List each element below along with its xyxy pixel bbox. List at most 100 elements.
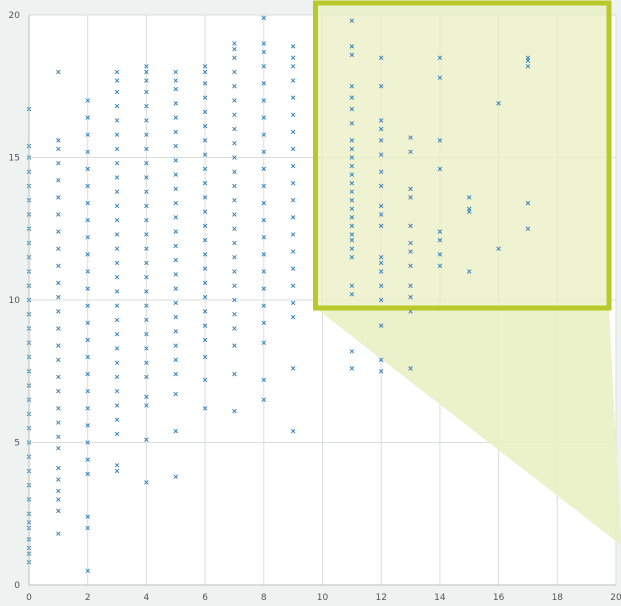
data-point xyxy=(232,255,237,260)
data-point xyxy=(408,294,413,300)
data-point xyxy=(56,465,61,471)
data-point xyxy=(144,132,149,137)
data-point xyxy=(56,195,61,200)
data-point xyxy=(261,15,267,21)
data-point xyxy=(349,146,355,152)
data-point xyxy=(144,175,149,180)
data-point xyxy=(349,292,355,297)
x-tick-label: 16 xyxy=(493,593,505,603)
data-point xyxy=(144,317,149,323)
data-point xyxy=(173,158,178,163)
data-point xyxy=(232,297,237,303)
data-point xyxy=(114,69,120,75)
data-point xyxy=(144,437,149,442)
data-point xyxy=(378,212,384,217)
data-point xyxy=(202,406,208,411)
data-point xyxy=(56,477,61,482)
data-point xyxy=(261,115,267,120)
data-point xyxy=(232,84,237,89)
data-point xyxy=(85,337,90,343)
data-point xyxy=(408,249,413,254)
data-point xyxy=(56,508,61,514)
data-point xyxy=(378,323,384,328)
data-point xyxy=(85,166,90,172)
data-point xyxy=(85,98,90,103)
data-point xyxy=(85,252,90,257)
data-point xyxy=(144,260,149,266)
data-point xyxy=(173,257,178,263)
data-point xyxy=(85,303,90,308)
data-point xyxy=(437,138,443,143)
data-point xyxy=(261,183,267,189)
data-point xyxy=(173,172,178,177)
data-point xyxy=(144,118,149,123)
data-point xyxy=(202,166,208,172)
data-point xyxy=(349,283,355,288)
data-point xyxy=(232,98,237,103)
data-point xyxy=(144,64,149,69)
data-point xyxy=(114,374,120,380)
data-point xyxy=(85,320,90,326)
data-point xyxy=(290,283,296,288)
data-point xyxy=(173,314,178,320)
data-point xyxy=(232,169,237,174)
data-point xyxy=(232,112,237,117)
data-point xyxy=(378,269,384,274)
data-point xyxy=(85,183,90,189)
data-point xyxy=(408,195,413,200)
data-point xyxy=(202,195,208,200)
data-point xyxy=(349,366,355,371)
y-axis-tick-labels: 0 5 10 15 20 xyxy=(9,11,21,591)
data-point xyxy=(378,55,384,60)
data-point xyxy=(525,55,531,60)
data-point xyxy=(232,46,237,52)
data-point xyxy=(56,434,61,440)
data-point xyxy=(261,81,267,86)
data-point xyxy=(349,246,355,251)
data-points xyxy=(26,15,531,573)
data-point xyxy=(232,155,237,160)
data-point xyxy=(408,223,413,229)
x-tick-label: 0 xyxy=(26,593,32,603)
data-point xyxy=(56,229,61,234)
data-point xyxy=(232,183,237,189)
data-point xyxy=(114,175,120,180)
data-point xyxy=(173,101,178,106)
data-point xyxy=(261,303,267,308)
data-point xyxy=(378,260,384,266)
x-axis-tick-labels: 0 2 4 6 8 10 12 14 16 18 20 xyxy=(26,593,621,603)
x-tick-label: 14 xyxy=(434,593,446,603)
data-point xyxy=(56,160,61,166)
data-point xyxy=(349,138,355,143)
data-point xyxy=(378,84,384,89)
data-point xyxy=(173,371,178,377)
highlight-wedge xyxy=(315,308,621,545)
data-point xyxy=(232,226,237,231)
data-point xyxy=(202,323,208,328)
data-point xyxy=(173,286,178,291)
data-point xyxy=(173,143,178,149)
data-point xyxy=(437,166,443,172)
data-point xyxy=(173,186,178,192)
data-point xyxy=(290,198,296,203)
data-point xyxy=(202,252,208,257)
data-point xyxy=(144,217,149,223)
data-point xyxy=(232,326,237,331)
data-point xyxy=(173,357,178,363)
data-point xyxy=(349,84,355,89)
data-point xyxy=(85,200,90,206)
data-point xyxy=(261,132,267,137)
data-point xyxy=(349,232,355,237)
data-point xyxy=(144,78,149,83)
data-point xyxy=(114,274,120,280)
data-point xyxy=(85,115,90,120)
data-point xyxy=(114,463,120,468)
data-point xyxy=(56,280,61,286)
data-point xyxy=(202,237,208,243)
data-point xyxy=(56,531,61,536)
data-point xyxy=(349,189,355,194)
data-point xyxy=(349,223,355,229)
data-point xyxy=(378,152,384,157)
data-point xyxy=(144,360,149,365)
data-point xyxy=(144,146,149,152)
